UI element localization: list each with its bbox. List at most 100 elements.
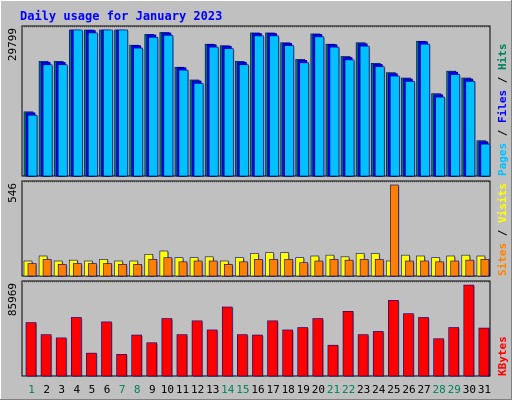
x-tick-label: 7 (119, 383, 126, 396)
x-tick-label: 15 (236, 383, 249, 396)
x-tick-label: 9 (149, 383, 156, 396)
y-axis-legend: KBytes (496, 336, 509, 376)
legend-part: / (496, 223, 509, 243)
legend-part: Visits (496, 183, 509, 223)
bar-pages (465, 81, 476, 177)
bar-pages (223, 48, 234, 177)
legend-part: / (496, 70, 509, 90)
x-tick-label: 19 (297, 383, 310, 396)
bar-pages (374, 66, 385, 177)
bar-sites (435, 261, 444, 277)
bar-sites (239, 261, 248, 277)
bar-pages (390, 75, 400, 177)
bar-pages (435, 96, 445, 177)
bar-kbytes (221, 306, 233, 377)
bar-kbytes (463, 284, 475, 377)
bar-sites (299, 262, 309, 277)
bar-sites (57, 264, 67, 277)
bar-sites (42, 259, 52, 277)
x-tick-label: 24 (372, 383, 386, 396)
bar-kbytes (101, 321, 112, 377)
bar-kbytes (388, 300, 399, 377)
x-tick-label: 6 (104, 383, 111, 396)
bar-sites (178, 261, 188, 277)
bar-sites (480, 259, 490, 277)
bar-sites (254, 259, 263, 277)
bar-pages (163, 35, 174, 177)
bar-pages (27, 114, 38, 177)
bar-pages (88, 32, 98, 177)
bar-kbytes (176, 334, 188, 377)
x-tick-label: 8 (134, 383, 141, 396)
bar-kbytes (418, 317, 429, 377)
bar-kbytes (372, 331, 384, 377)
bar-pages (148, 37, 159, 177)
bar-pages (118, 29, 128, 177)
bar-sites (118, 264, 127, 277)
bar-pages (133, 47, 143, 177)
bar-pages (178, 69, 189, 177)
bar-sites (465, 259, 475, 277)
bar-sites (405, 260, 414, 277)
legend-part: / (496, 123, 509, 143)
bar-sites (450, 260, 460, 277)
bar-sites (27, 263, 37, 277)
panel-visits-sites: 546 Sites / Visits (6, 180, 509, 277)
x-tick-label: 10 (161, 383, 174, 396)
bar-kbytes (25, 322, 37, 377)
bar-pages (314, 36, 325, 177)
bar-kbytes (191, 320, 203, 377)
x-axis-day-labels: 1 2 3 4 5 6 7 8 9 10 11 12 13 14 15 16 17 18 19 20 21 22 23 24 2… (28, 383, 491, 396)
x-tick-label: 5 (89, 383, 96, 396)
bar-sites (314, 260, 324, 277)
x-tick-label: 17 (266, 383, 279, 396)
x-tick-label: 27 (417, 383, 430, 396)
y-max-label: 29799 (6, 28, 19, 61)
y-max-label: 85969 (6, 283, 19, 316)
x-tick-label: 28 (433, 383, 446, 396)
x-tick-label: 1 (28, 383, 35, 396)
bar-kbytes (327, 344, 339, 377)
x-tick-label: 25 (387, 383, 400, 396)
bar-pages (254, 35, 264, 177)
bar-kbytes (357, 334, 369, 377)
bar-kbytes (342, 311, 354, 377)
legend-part: Files (496, 90, 509, 123)
bar-sites (359, 259, 369, 277)
bar-sites (284, 259, 293, 277)
bar-sites (88, 263, 97, 277)
x-tick-label: 20 (312, 383, 325, 396)
bar-kbytes (267, 320, 278, 377)
x-tick-label: 12 (191, 383, 204, 396)
bar-pages (72, 29, 83, 177)
legend-part: KBytes (496, 336, 509, 376)
bar-sites (193, 260, 203, 277)
x-tick-label: 23 (357, 383, 370, 396)
bar-kbytes (131, 334, 142, 377)
bar-pages (269, 35, 279, 177)
legend-part: Sites (496, 243, 509, 276)
bar-sites (329, 259, 339, 277)
bar-sites (223, 264, 233, 277)
bar-sites (208, 260, 218, 277)
y-max-label: 546 (6, 183, 19, 203)
bar-kbytes (433, 338, 444, 377)
bar-kbytes (40, 334, 52, 377)
bar-kbytes (312, 318, 324, 377)
bar-pages (103, 29, 113, 177)
bar-kbytes (403, 313, 414, 377)
x-tick-label: 3 (58, 383, 65, 396)
bar-kbytes (146, 342, 158, 377)
bar-kbytes (116, 354, 127, 377)
bar-kbytes (478, 327, 490, 377)
legend-part: Hits (496, 44, 509, 71)
bar-kbytes (70, 317, 82, 377)
legend-part: Pages (496, 143, 509, 176)
x-tick-label: 2 (43, 383, 50, 396)
bar-kbytes (252, 334, 263, 377)
bar-kbytes (282, 329, 293, 377)
bar-pages (42, 64, 53, 177)
bar-pages (450, 74, 461, 177)
bar-kbytes (161, 318, 173, 377)
